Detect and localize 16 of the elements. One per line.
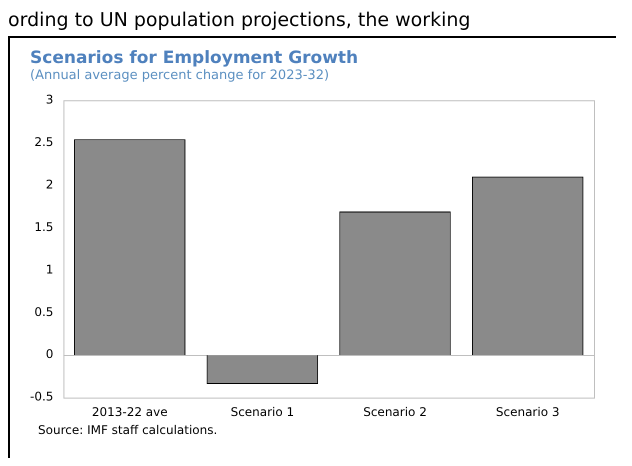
y-tick-label: 3 [46, 92, 54, 106]
x-tick-label: Scenario 3 [496, 404, 560, 419]
y-tick-label: 0 [46, 347, 54, 362]
y-tick-label: 2 [46, 177, 54, 192]
y-tick-label: -0.5 [30, 390, 54, 404]
chart-subtitle: (Annual average percent change for 2023-32) [30, 68, 330, 83]
text: ording to UN population projections, the working [8, 8, 470, 32]
y-tick-label: 1.5 [34, 220, 54, 234]
x-tick-label: Scenario 1 [230, 404, 294, 419]
x-tick-label: 2013-22 ave [92, 404, 168, 419]
y-tick-label: 0.5 [34, 304, 54, 319]
y-tick-label: 2.5 [34, 134, 54, 149]
source-note: Source: IMF staff calculations. [38, 423, 218, 437]
chart-title: Scenarios for Employment Growth [30, 48, 360, 68]
y-tick-label: 1 [46, 262, 54, 276]
x-tick-label: Scenario 2 [363, 404, 427, 419]
